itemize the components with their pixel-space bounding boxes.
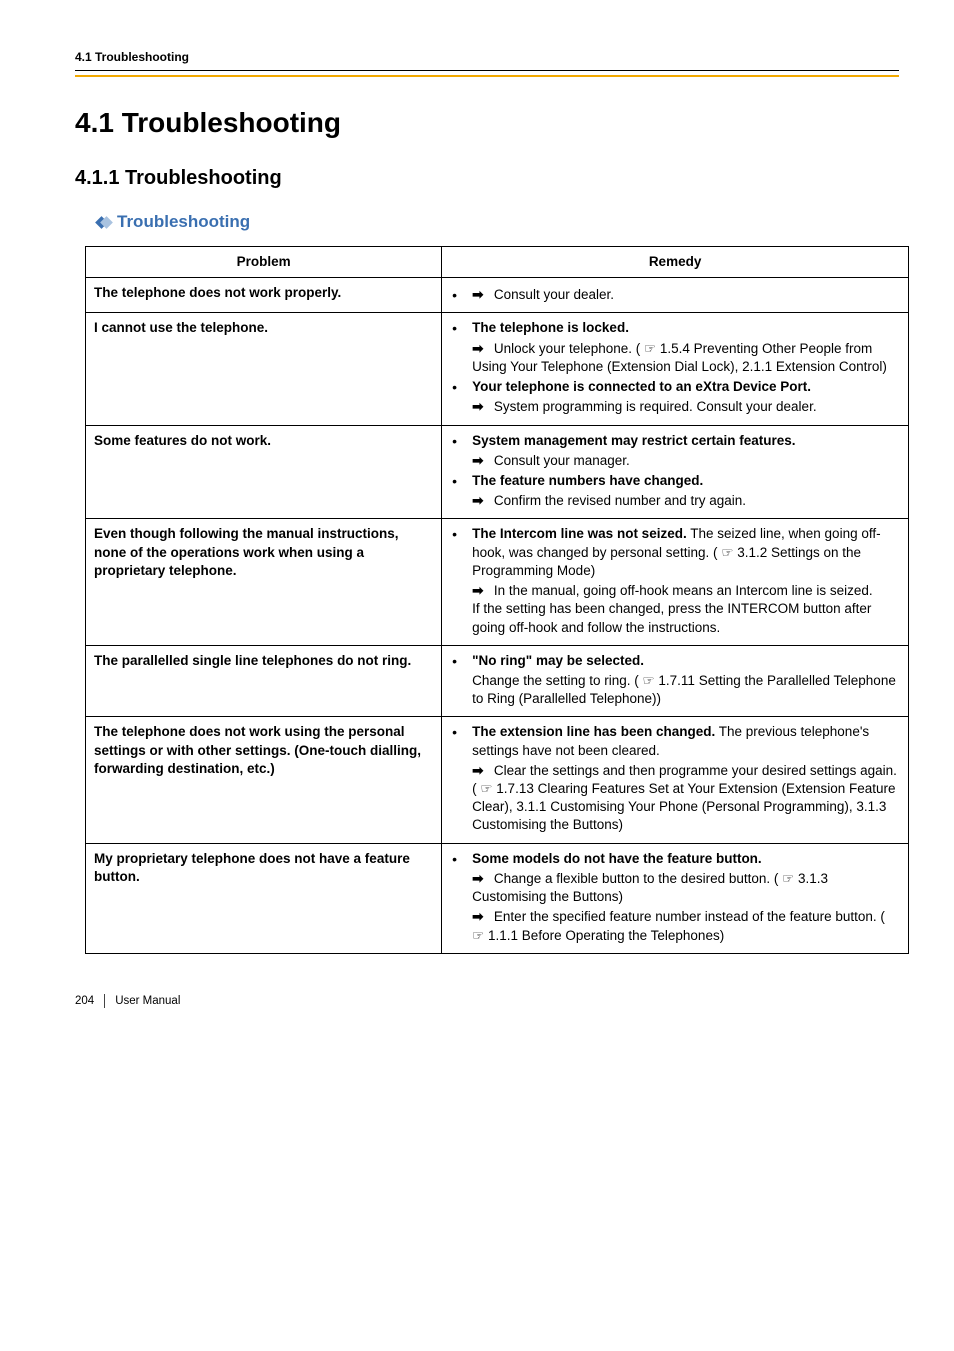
problem-cell: Some features do not work.: [86, 425, 442, 519]
remedy-text: Change a flexible button to the desired …: [494, 871, 778, 886]
ref-icon: ☞: [782, 870, 794, 888]
remedy-cell: Some models do not have the feature butt…: [442, 843, 909, 953]
table-row: Some features do not work. System manage…: [86, 425, 909, 519]
arrow-icon: ➡: [472, 340, 490, 358]
remedy-action: ➡ Consult your manager.: [472, 452, 900, 470]
problem-cell: I cannot use the telephone.: [86, 313, 442, 425]
remedy-text: Change the setting to ring. (: [472, 673, 639, 688]
remedy-lead: The feature numbers have changed.: [472, 473, 703, 488]
remedy-cell: ➡ Consult your dealer.: [442, 278, 909, 313]
remedy-text: System programming is required. Consult …: [494, 399, 817, 414]
remedy-action: ➡ System programming is required. Consul…: [472, 398, 900, 416]
remedy-action: ➡ Unlock your telephone. ( ☞ 1.5.4 Preve…: [472, 340, 900, 376]
ref-icon: ☞: [643, 672, 655, 690]
page-container: 4.1 Troubleshooting 4.1 Troubleshooting …: [0, 0, 954, 1048]
arrow-icon: ➡: [472, 762, 490, 780]
remedy-text: Enter the specified feature number inste…: [494, 909, 885, 924]
accent-rule: [75, 75, 899, 77]
remedy-text: Consult your dealer.: [494, 287, 614, 302]
page-number: 204: [75, 995, 94, 1007]
remedy-cell: The extension line has been changed. The…: [442, 717, 909, 843]
subsection-heading: Troubleshooting: [117, 212, 250, 232]
remedy-lead: The Intercom line was not seized.: [472, 526, 687, 541]
subsection-heading-row: Troubleshooting: [97, 212, 899, 232]
remedy-lead: Your telephone is connected to an eXtra …: [472, 379, 811, 394]
remedy-action: ➡ Consult your dealer.: [472, 286, 900, 304]
arrow-icon: ➡: [472, 492, 490, 510]
subsection-title: 4.1.1 Troubleshooting: [75, 167, 899, 190]
remedy-text: Unlock your telephone. (: [494, 341, 640, 356]
ref-icon: ☞: [721, 544, 733, 562]
table-header-row: Problem Remedy: [86, 247, 909, 278]
ref-icon: ☞: [480, 780, 492, 798]
footer-divider: [104, 994, 105, 1008]
problem-cell: The parallelled single line telephones d…: [86, 645, 442, 717]
table-row: The telephone does not work using the pe…: [86, 717, 909, 843]
remedy-action: ➡ Change a flexible button to the desire…: [472, 870, 900, 906]
arrow-icon: ➡: [472, 286, 490, 304]
remedy-action: ➡ Clear the settings and then programme …: [472, 762, 900, 835]
table-row: I cannot use the telephone. The telephon…: [86, 313, 909, 425]
arrow-icon: ➡: [472, 582, 490, 600]
arrow-icon: ➡: [472, 452, 490, 470]
breadcrumb: 4.1 Troubleshooting: [75, 50, 899, 64]
header-rule: [75, 70, 899, 71]
problem-cell: The telephone does not work properly.: [86, 278, 442, 313]
remedy-tail: If the setting has been changed, press t…: [472, 601, 871, 634]
arrow-icon: ➡: [472, 908, 490, 926]
remedy-lead: System management may restrict certain f…: [472, 433, 795, 448]
remedy-lead: Some models do not have the feature butt…: [472, 851, 762, 866]
remedy-cell: System management may restrict certain f…: [442, 425, 909, 519]
remedy-lead: The extension line has been changed.: [472, 724, 715, 739]
ref-icon: ☞: [472, 927, 484, 945]
problem-cell: Even though following the manual instruc…: [86, 519, 442, 645]
page-footer: 204 User Manual: [75, 994, 899, 1008]
problem-cell: The telephone does not work using the pe…: [86, 717, 442, 843]
remedy-action: ➡ Confirm the revised number and try aga…: [472, 492, 900, 510]
remedy-action: ➡ In the manual, going off-hook means an…: [472, 582, 900, 637]
remedy-text: In the manual, going off-hook means an I…: [494, 583, 873, 598]
remedy-lead: "No ring" may be selected.: [472, 653, 644, 668]
table-row: Even though following the manual instruc…: [86, 519, 909, 645]
remedy-ref: 1.1.1 Before Operating the Telephones): [488, 928, 724, 943]
remedy-action: ➡ Enter the specified feature number ins…: [472, 908, 900, 944]
troubleshooting-table: Problem Remedy The telephone does not wo…: [85, 246, 909, 954]
remedy-cell: The telephone is locked. ➡ Unlock your t…: [442, 313, 909, 425]
remedy-lead: The telephone is locked.: [472, 320, 629, 335]
section-title: 4.1 Troubleshooting: [75, 107, 899, 139]
table-row: The telephone does not work properly. ➡ …: [86, 278, 909, 313]
remedy-cell: "No ring" may be selected. Change the se…: [442, 645, 909, 717]
footer-label: User Manual: [115, 995, 180, 1007]
remedy-plain: Change the setting to ring. ( ☞ 1.7.11 S…: [472, 672, 900, 708]
problem-cell: My proprietary telephone does not have a…: [86, 843, 442, 953]
remedy-text: Confirm the revised number and try again…: [494, 493, 746, 508]
remedy-cell: The Intercom line was not seized. The se…: [442, 519, 909, 645]
arrow-icon: ➡: [472, 398, 490, 416]
col-header-problem: Problem: [86, 247, 442, 278]
arrow-icon: ➡: [472, 870, 490, 888]
remedy-text: Consult your manager.: [494, 453, 630, 468]
col-header-remedy: Remedy: [442, 247, 909, 278]
table-row: My proprietary telephone does not have a…: [86, 843, 909, 953]
ref-icon: ☞: [644, 340, 656, 358]
remedy-ref: 1.7.13 Clearing Features Set at Your Ext…: [472, 781, 895, 832]
table-row: The parallelled single line telephones d…: [86, 645, 909, 717]
